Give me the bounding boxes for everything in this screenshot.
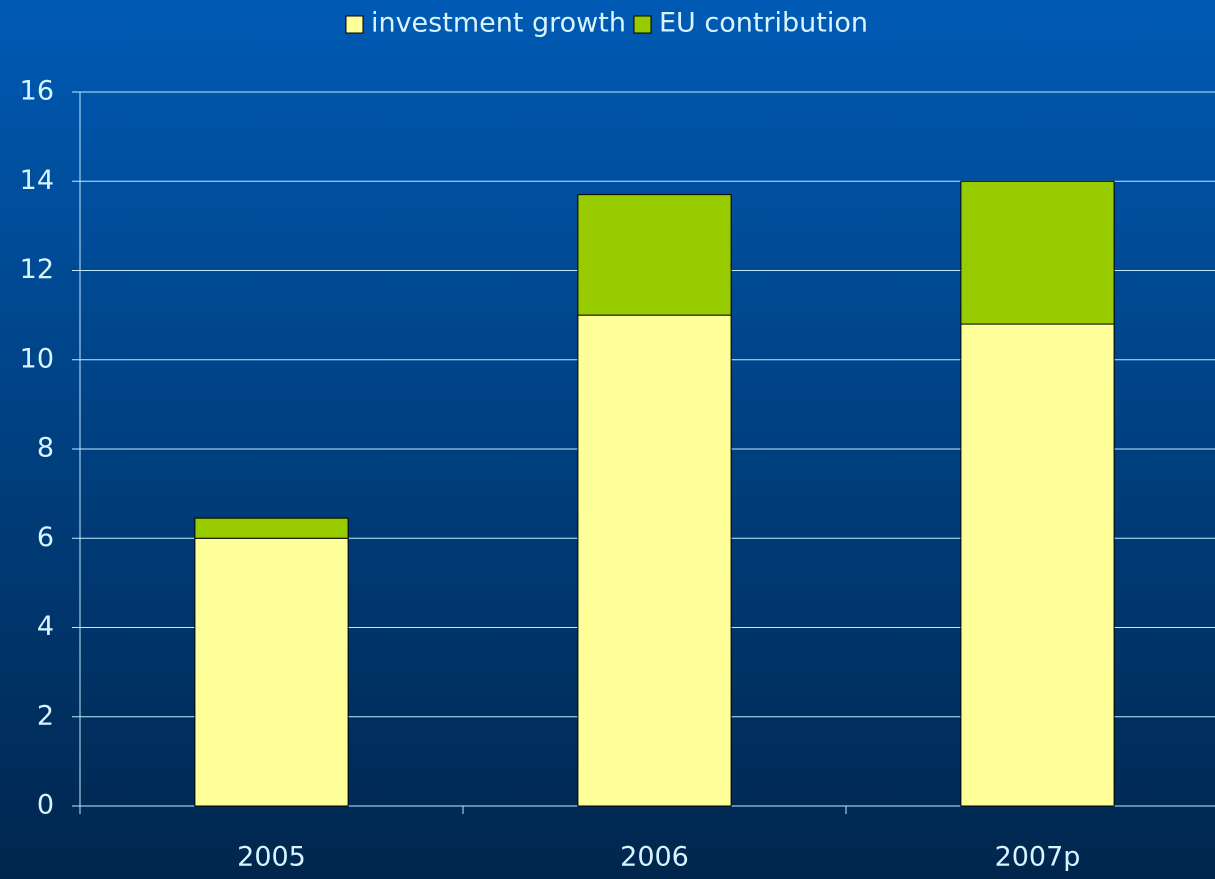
y-tick-label: 12 <box>20 254 54 285</box>
bar-segment <box>194 537 349 807</box>
x-tick-label: 2007p <box>995 842 1081 873</box>
bar-segment <box>960 323 1115 807</box>
y-tick-label: 6 <box>37 522 54 553</box>
bar-segment <box>960 180 1115 325</box>
y-tick-label: 8 <box>37 433 54 464</box>
bar-segment <box>194 517 349 539</box>
legend-label: EU contribution <box>659 8 868 39</box>
y-tick-label: 0 <box>37 790 54 821</box>
legend-label: investment growth <box>371 8 626 39</box>
x-tick-label: 2005 <box>237 842 306 873</box>
bar-segment <box>577 314 732 807</box>
x-tick-label: 2006 <box>620 842 689 873</box>
bar-segment <box>577 194 732 316</box>
legend-swatch <box>345 15 364 34</box>
y-tick-label: 4 <box>37 611 54 642</box>
y-tick-label: 14 <box>20 165 54 196</box>
y-tick-label: 16 <box>20 76 54 107</box>
y-tick-label: 2 <box>37 700 54 731</box>
legend-swatch <box>633 15 652 34</box>
y-tick-label: 10 <box>20 343 54 374</box>
